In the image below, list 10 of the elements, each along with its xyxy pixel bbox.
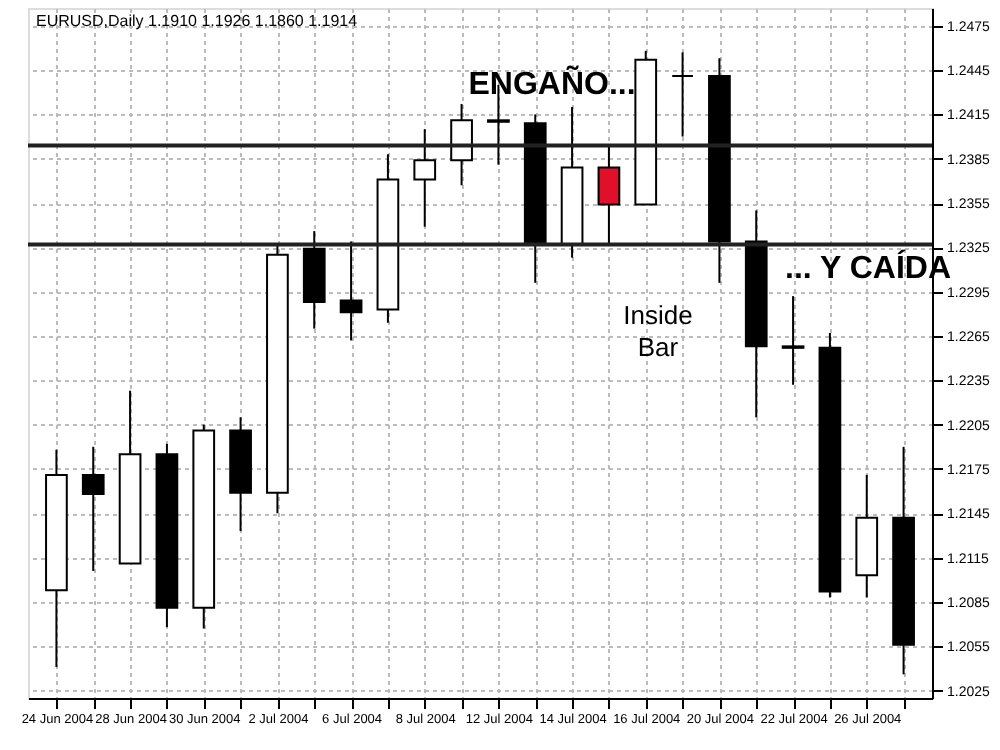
annotation: ENGAÑO...: [468, 64, 636, 102]
annotation: Inside Bar: [623, 300, 693, 362]
candlestick: [450, 103, 473, 187]
candlestick: [597, 144, 621, 246]
candlestick: [781, 295, 805, 386]
candlestick: [671, 51, 694, 138]
chart-title: EURUSD,Daily 1.1910 1.1926 1.1860 1.1914: [36, 12, 359, 30]
candlestick: [339, 240, 363, 342]
candlestick: [81, 445, 105, 572]
candlestick: [413, 128, 437, 228]
